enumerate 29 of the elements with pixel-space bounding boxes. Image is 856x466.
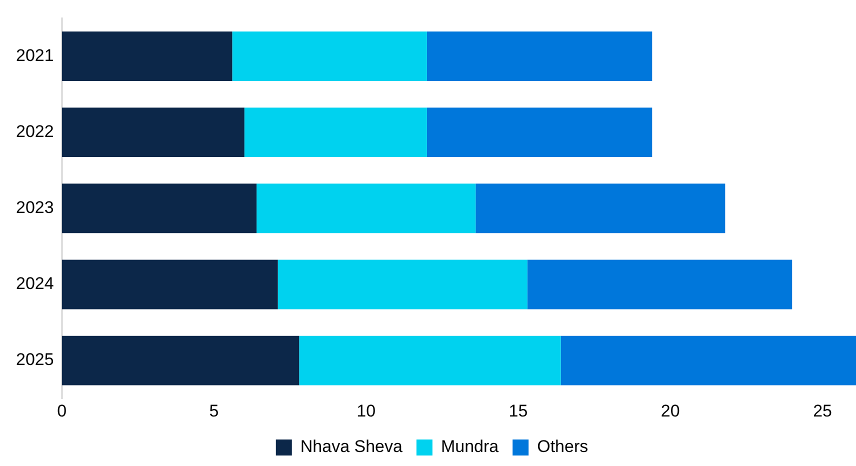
legend-label: Others — [537, 437, 588, 456]
x-tick-label: 25 — [813, 401, 832, 420]
bar — [527, 260, 792, 310]
x-tick-label: 10 — [356, 401, 376, 420]
x-tick-label: 5 — [209, 401, 219, 420]
bar — [426, 108, 652, 158]
bar — [62, 184, 257, 234]
y-tick-label: 2022 — [16, 122, 54, 142]
bar — [560, 336, 856, 386]
y-tick-label: 2023 — [16, 198, 54, 218]
bar — [62, 32, 232, 81]
bar — [62, 336, 300, 386]
bar — [232, 32, 427, 81]
legend-label: Nhava Sheva — [300, 437, 403, 456]
y-tick-label: 2025 — [16, 350, 54, 370]
bar — [299, 336, 561, 386]
x-tick-label: 15 — [508, 401, 528, 420]
bar — [426, 32, 652, 81]
y-tick-label: 2024 — [16, 274, 54, 294]
bar — [256, 184, 476, 234]
legend-label: Mundra — [440, 437, 500, 456]
bar — [62, 260, 278, 310]
x-tick-label: 0 — [57, 401, 67, 420]
y-tick-label: 2021 — [16, 46, 54, 65]
bar — [62, 108, 244, 158]
bar — [278, 260, 528, 310]
bar — [244, 108, 427, 158]
bar — [476, 184, 726, 234]
x-tick-label: 20 — [660, 401, 680, 420]
